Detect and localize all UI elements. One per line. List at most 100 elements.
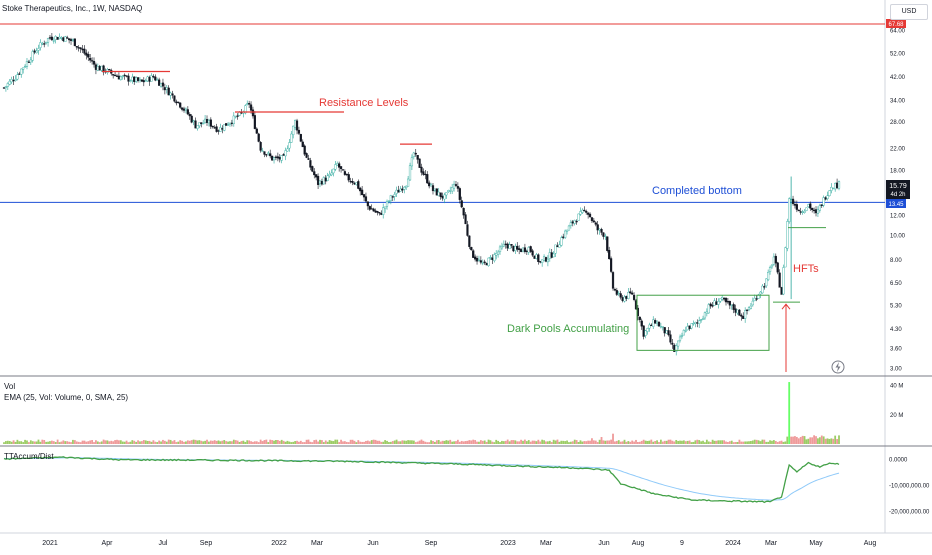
currency-selector[interactable]: USD: [890, 4, 928, 20]
volume-bar: [455, 441, 457, 444]
candle-body: [418, 158, 421, 168]
volume-bar: [22, 442, 25, 444]
candle-body: [646, 328, 649, 332]
volume-bar: [501, 440, 503, 444]
volume-bar: [711, 439, 714, 444]
volume-bar: [594, 440, 597, 444]
volume-bar: [152, 440, 155, 444]
volume-bar: [702, 440, 704, 444]
dark-pool-box: [636, 294, 770, 351]
volume-bar: [311, 442, 314, 444]
candle-body: [500, 245, 504, 249]
candle-body: [539, 261, 542, 263]
candle-body: [361, 189, 364, 196]
volume-bar: [715, 440, 718, 444]
candle-body: [525, 250, 528, 252]
volume-bar: [108, 441, 111, 444]
volume-bar: [343, 441, 346, 444]
volume-bar: [309, 441, 312, 444]
volume-bar: [671, 440, 674, 444]
volume-bar: [460, 440, 463, 444]
volume-bar: [690, 442, 693, 444]
volume-bar: [351, 439, 354, 444]
volume-bar: [763, 439, 766, 444]
volume-bar: [405, 440, 408, 444]
volume-bar: [131, 440, 134, 444]
candle-body: [4, 86, 8, 88]
candle-body: [652, 319, 655, 327]
volume-bar: [349, 439, 352, 444]
volume-bar: [324, 440, 327, 444]
volume-bar: [162, 439, 164, 444]
volume-bar: [313, 440, 316, 444]
candle-body: [90, 60, 94, 62]
candle-body: [424, 173, 427, 176]
volume-bar: [75, 441, 78, 444]
volume-bar: [617, 440, 620, 444]
candle-body: [801, 211, 804, 213]
candle-body: [297, 129, 301, 134]
candle-body: [169, 92, 172, 96]
candle-body: [25, 61, 29, 67]
volume-bar: [380, 441, 383, 444]
candle-body: [632, 294, 636, 300]
volume-bar: [146, 440, 149, 444]
volume-bar: [531, 440, 534, 444]
volume-bar: [451, 441, 454, 444]
volume-bar: [520, 439, 522, 444]
candle-body: [535, 254, 538, 259]
volume-bar: [186, 440, 189, 444]
candle-body: [161, 82, 165, 87]
candle-body: [667, 330, 670, 336]
candle-body: [554, 244, 557, 254]
candle-body: [678, 336, 682, 341]
volume-bar: [114, 440, 116, 444]
volume-bar: [278, 440, 281, 444]
volume-bar: [625, 441, 628, 444]
volume-bar: [190, 440, 193, 444]
volume-bar: [328, 440, 331, 444]
volume-bar: [240, 441, 243, 444]
volume-bar: [575, 440, 578, 444]
candle-body: [474, 256, 477, 260]
volume-bar: [363, 441, 365, 444]
time-tick-label: Sep: [425, 540, 438, 547]
volume-bar: [372, 439, 375, 444]
candle-body: [131, 76, 134, 81]
time-tick-label: 2023: [500, 540, 516, 547]
candle-body: [226, 124, 230, 126]
volume-bar: [428, 442, 431, 444]
candle-body: [690, 323, 693, 329]
candle-body: [192, 120, 195, 123]
volume-bar: [527, 440, 530, 444]
candle-body: [452, 183, 456, 189]
volume-bar: [144, 440, 147, 444]
volume-bar: [171, 441, 174, 444]
candle-body: [58, 36, 61, 39]
volume-bar: [644, 440, 647, 444]
candle-body: [184, 108, 188, 111]
volume-tick-label: 20 M: [890, 413, 903, 419]
volume-bar: [836, 439, 838, 444]
candle-body: [6, 83, 9, 87]
volume-bar: [472, 439, 475, 444]
volume-bar: [257, 442, 260, 444]
volume-bar: [125, 440, 128, 444]
candle-body: [745, 309, 749, 311]
candle-body: [10, 79, 13, 83]
lightning-icon[interactable]: [831, 360, 845, 374]
volume-bar: [393, 440, 396, 444]
volume-bar: [769, 440, 771, 444]
candle-body: [470, 247, 473, 251]
candle-body: [655, 321, 659, 324]
candle-body: [89, 58, 92, 61]
candle-body: [154, 76, 157, 81]
volume-bar: [3, 442, 5, 444]
candle-body: [332, 168, 335, 174]
candle-body: [671, 342, 674, 345]
candle-body: [497, 251, 500, 255]
candle-body: [659, 326, 662, 328]
candle-body: [46, 38, 50, 43]
